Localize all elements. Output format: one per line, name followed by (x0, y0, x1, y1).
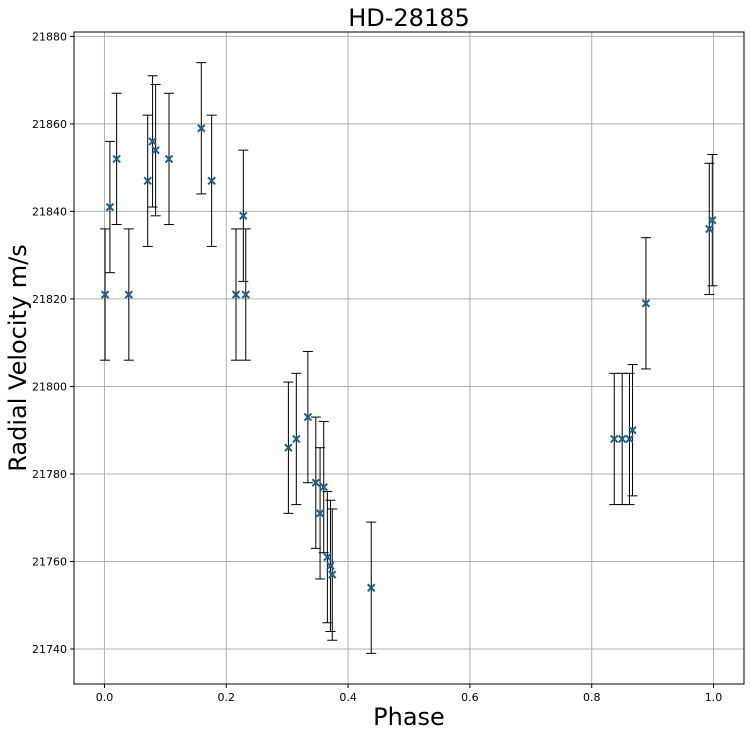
data-point (625, 434, 634, 444)
data-point (151, 145, 160, 155)
y-tick-label: 21880 (32, 30, 67, 43)
x-tick-label: 0.4 (339, 691, 357, 704)
data-point (231, 290, 241, 299)
y-tick-label: 21780 (32, 468, 67, 481)
data-point (610, 434, 619, 444)
data-point (124, 290, 134, 299)
x-axis-label: Phase (373, 703, 445, 731)
y-tick-label: 21820 (32, 293, 67, 306)
data-point (315, 509, 325, 518)
data-point (105, 202, 115, 212)
x-tick-label: 1.0 (705, 691, 723, 704)
data-point (326, 561, 335, 571)
data-point (311, 478, 321, 487)
data-point (164, 154, 174, 164)
data-point (143, 176, 152, 185)
x-tick-label: 0.0 (96, 691, 114, 704)
data-point (197, 124, 206, 133)
y-axis: 21740 21760 21780 21800 21820 21840 21860 21880 (32, 30, 74, 656)
y-tick-label: 21860 (32, 118, 67, 131)
x-tick-label: 0.8 (583, 691, 601, 704)
data-point (641, 299, 651, 308)
chart-title: HD-28185 (348, 4, 470, 32)
y-tick-label: 21800 (32, 380, 67, 393)
data-point (112, 154, 121, 164)
x-tick-label: 0.6 (461, 691, 479, 704)
data-point (319, 482, 328, 492)
grid (74, 32, 744, 684)
data-point (292, 434, 301, 444)
y-tick-label: 21740 (32, 643, 67, 656)
data-point (323, 552, 332, 562)
plot-frame (73, 31, 745, 685)
data-point (628, 425, 637, 435)
data-point (705, 224, 714, 234)
error-bars (100, 62, 718, 654)
data-point (367, 583, 376, 592)
data-point (617, 434, 627, 444)
y-tick-label: 21840 (32, 205, 67, 218)
data-point (148, 137, 157, 146)
data-point (100, 290, 110, 299)
y-axis-label: Radial Velocity m/s (4, 244, 32, 472)
x-tick-label: 0.2 (218, 691, 236, 704)
data-point (207, 176, 216, 185)
x-axis: 0.0 0.2 0.4 0.6 0.8 1.0 (96, 684, 723, 704)
y-tick-label: 21760 (32, 555, 67, 568)
data-point (303, 412, 313, 422)
data-point (328, 570, 337, 579)
data-point (239, 211, 248, 220)
data-point (241, 290, 250, 299)
data-point (708, 215, 717, 225)
data-point (284, 443, 293, 452)
data-markers (100, 124, 717, 592)
